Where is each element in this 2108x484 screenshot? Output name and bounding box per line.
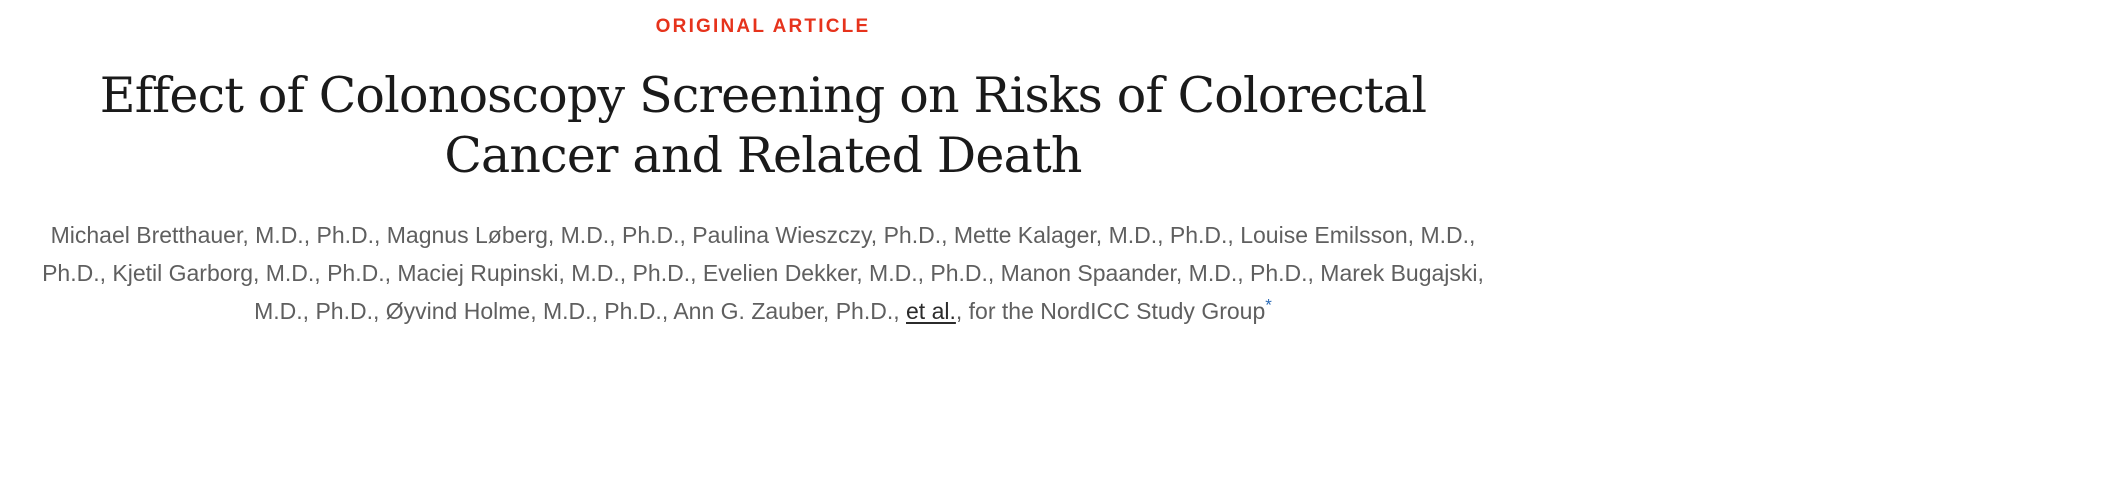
article-type-label: ORIGINAL ARTICLE [655,16,871,37]
et-al-link[interactable]: et al. [906,298,956,324]
author-names: Michael Bretthauer, M.D., Ph.D., Magnus … [42,222,1484,324]
author-list: Michael Bretthauer, M.D., Ph.D., Magnus … [30,216,1496,330]
article-title: Effect of Colonoscopy Screening on Risks… [99,67,1427,184]
article-header: ORIGINAL ARTICLE Effect of Colonoscopy S… [30,16,1496,330]
study-group-text: , for the NordICC Study Group [955,298,1266,324]
footnote-marker[interactable]: * [1265,295,1272,315]
